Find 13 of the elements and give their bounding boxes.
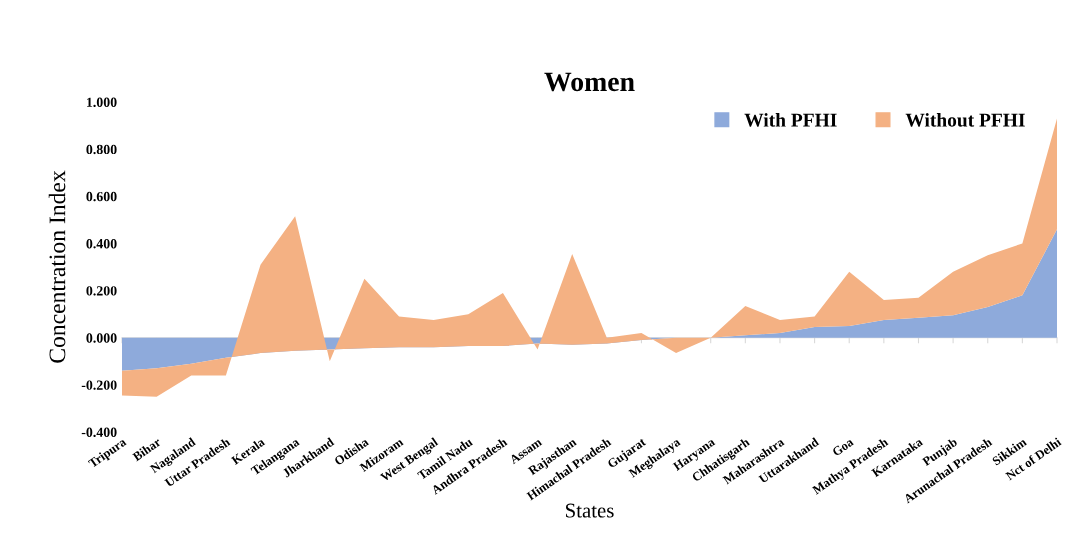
y-tick-label: 0.400: [86, 239, 117, 249]
y-tick-label: 0.800: [86, 144, 117, 155]
legend-label: Without PFHI: [905, 113, 1025, 127]
y-axis-title: Concentration Index: [48, 170, 66, 363]
y-tick-label: 0.200: [86, 286, 117, 296]
y-tick-label: -0.400: [81, 427, 117, 438]
chart-title: Women: [544, 72, 635, 92]
y-tick-label: -0.200: [81, 380, 117, 390]
y-tick-label: 0.000: [86, 333, 117, 343]
y-tick-label: 1.000: [87, 97, 117, 108]
legend-label: With PFHI: [744, 113, 837, 127]
x-axis-title: States: [566, 503, 614, 518]
y-tick-label: 0.600: [86, 191, 117, 202]
